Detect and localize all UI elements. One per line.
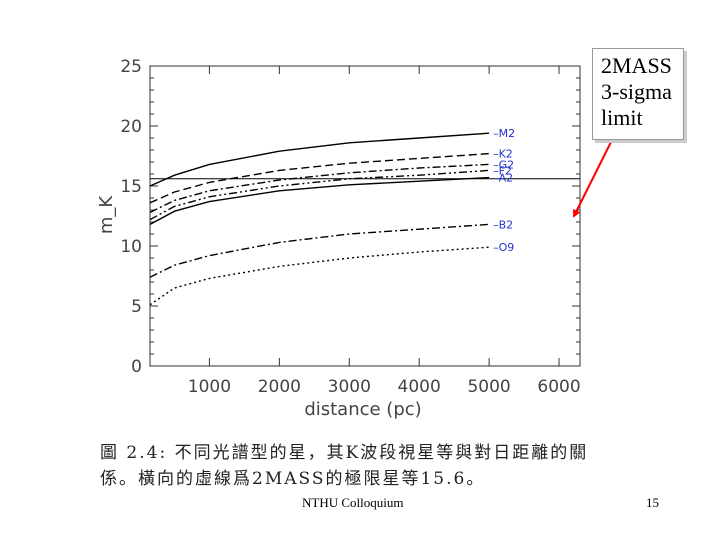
- series-line-m2: [149, 132, 490, 187]
- y-tick-label: 0: [131, 357, 142, 377]
- series-line-o9: [149, 246, 490, 306]
- figure-caption: 圖 2.4: 不同光譜型的星，其K波段視星等與對日距離的關 係。橫向的虛線爲2M…: [100, 440, 600, 492]
- y-tick-label: 5: [131, 297, 142, 317]
- x-tick-label: 5000: [467, 377, 510, 397]
- callout-line-1: 2MASS: [601, 53, 672, 78]
- caption-line-2: 係。橫向的虛線爲2MASS的極限星等15.6。: [100, 469, 486, 489]
- series-label-f2: –F2: [493, 164, 512, 177]
- callout-line-2: 3-sigma: [601, 79, 672, 104]
- series-label-b2: –B2: [493, 218, 513, 231]
- series-line-b2: [149, 223, 490, 278]
- caption-line-1: 圖 2.4: 不同光譜型的星，其K波段視星等與對日距離的關: [100, 443, 589, 463]
- series-line-g2: [149, 163, 490, 214]
- y-tick-label: 10: [120, 237, 142, 257]
- y-tick-label: 15: [120, 177, 142, 197]
- y-axis-title: m_K: [96, 195, 117, 235]
- plot-area: 1000 2000 3000 4000 5000 6000 0 5 10 15 20 25 –M2 –K2…: [120, 57, 580, 397]
- y-tick-label: 20: [120, 117, 142, 137]
- x-tick-label: 2000: [258, 377, 301, 397]
- page-number: 15: [646, 495, 659, 510]
- footer-title: NTHU Colloquium: [302, 495, 404, 510]
- callout-arrow: [573, 139, 613, 218]
- series-line-k2: [149, 152, 490, 204]
- x-tick-label: 6000: [537, 377, 580, 397]
- series-label-k2: –K2: [493, 148, 513, 161]
- series-line-f2: [149, 169, 490, 221]
- x-axis-title: distance (pc): [304, 399, 421, 420]
- series-label-a2: –A2: [493, 172, 513, 185]
- y-tick-label: 25: [120, 57, 142, 77]
- callout-line-3: limit: [601, 105, 643, 130]
- x-tick-label: 1000: [188, 377, 231, 397]
- series-label-g2: –G2: [493, 158, 514, 171]
- series-label-m2: –M2: [493, 127, 515, 140]
- callout-box: 2MASS 3-sigma limit: [592, 48, 684, 140]
- x-tick-label: 4000: [398, 377, 441, 397]
- series-line-a2: [149, 176, 490, 226]
- plot-frame: [149, 65, 581, 367]
- series-label-o9: –O9: [493, 241, 514, 254]
- x-tick-label: 3000: [328, 377, 371, 397]
